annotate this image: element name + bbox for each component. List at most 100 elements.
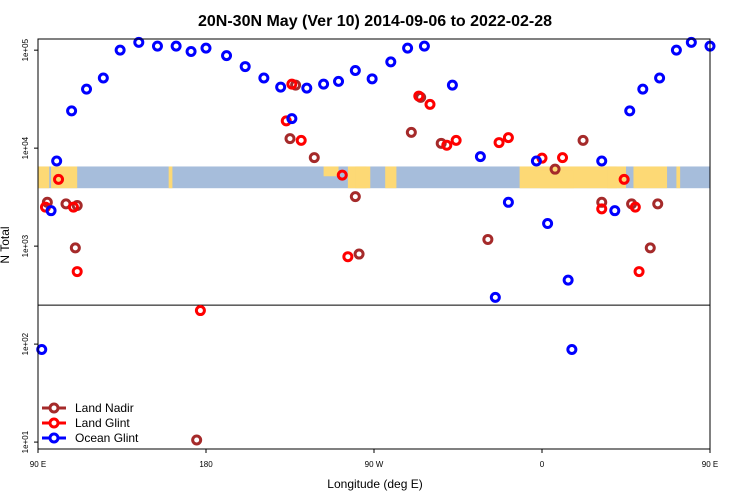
data-point [542, 218, 554, 230]
data-point [670, 44, 682, 56]
data-point [275, 81, 287, 93]
data-point [402, 42, 414, 54]
data-point [170, 40, 182, 52]
data-point [435, 137, 447, 149]
y-axis-label: N Total [0, 226, 12, 263]
data-point [133, 36, 145, 48]
data-point [45, 205, 57, 217]
data-point [502, 132, 514, 144]
x-axis-label: Longitude (deg E) [327, 477, 422, 491]
data-point [502, 196, 514, 208]
data-point [644, 242, 656, 254]
data-point [474, 151, 486, 163]
data-point [194, 305, 206, 317]
map-land [633, 166, 668, 189]
y-tick-label: 1e+02 [21, 332, 30, 355]
legend-marker [48, 432, 60, 444]
data-point [66, 105, 78, 117]
data-point [97, 72, 109, 84]
map-land [607, 166, 626, 189]
legend-label: Land Nadir [75, 401, 134, 415]
data-point [562, 274, 574, 286]
data-point [51, 155, 63, 167]
x-tick-label: 0 [540, 460, 545, 469]
series-ocean-glint [36, 36, 716, 356]
world-map-band [38, 166, 710, 189]
data-point [221, 50, 233, 62]
data-point [67, 201, 79, 213]
data-point [618, 173, 630, 185]
data-point [633, 266, 645, 278]
data-point [286, 78, 298, 90]
data-point [450, 134, 462, 146]
data-point [566, 344, 578, 356]
data-point [482, 233, 494, 245]
data-point [258, 72, 270, 84]
map-land [38, 166, 50, 189]
data-point [685, 36, 697, 48]
y-tick-label: 1e+03 [21, 234, 30, 257]
data-point [530, 155, 542, 167]
data-point [596, 203, 608, 215]
y-tick-label: 1e+05 [21, 38, 30, 61]
data-point [185, 45, 197, 57]
data-point [366, 73, 378, 85]
map-land [168, 166, 173, 189]
map-land [385, 166, 397, 189]
data-point [654, 72, 666, 84]
data-point [191, 434, 203, 446]
x-axis: 90 E 180 90 W 0 90 E [30, 449, 718, 469]
data-point [81, 83, 93, 95]
data-point [413, 90, 425, 102]
series-land-glint [39, 78, 645, 317]
map-land [676, 166, 681, 189]
data-point [71, 266, 83, 278]
data-point [286, 113, 298, 125]
data-point [489, 291, 501, 303]
data-point [295, 134, 307, 146]
data-point [301, 82, 313, 94]
x-tick-label: 90 W [365, 460, 384, 469]
data-point [549, 163, 561, 175]
data-point [385, 56, 397, 68]
data-point [637, 83, 649, 95]
data-point [114, 44, 126, 56]
map-land [323, 166, 339, 177]
data-point [557, 152, 569, 164]
legend-label: Ocean Glint [75, 431, 139, 445]
x-tick-label: 90 E [702, 460, 718, 469]
data-point [69, 242, 81, 254]
data-point [239, 61, 251, 73]
data-point [629, 201, 641, 213]
legend-label: Land Glint [75, 416, 130, 430]
data-point [405, 126, 417, 138]
map-land [355, 166, 371, 189]
legend-marker [48, 417, 60, 429]
data-points [36, 36, 716, 446]
data-point [652, 198, 664, 210]
plot-frame [37, 38, 711, 450]
data-point [151, 40, 163, 52]
map-land [540, 170, 574, 189]
data-point [596, 155, 608, 167]
data-point [446, 79, 458, 91]
data-point [353, 248, 365, 260]
data-point [441, 139, 453, 151]
data-point [349, 191, 361, 203]
data-point [577, 134, 589, 146]
data-point [284, 133, 296, 145]
data-point [318, 78, 330, 90]
legend-marker [48, 402, 60, 414]
y-tick-label: 1e+01 [21, 430, 30, 453]
data-point [624, 105, 636, 117]
chart-title: 20N-30N May (Ver 10) 2014-09-06 to 2022-… [198, 13, 552, 30]
data-point [308, 152, 320, 164]
data-point [493, 137, 505, 149]
data-point [36, 344, 48, 356]
y-axis: 1e+01 1e+02 1e+03 1e+04 1e+05 [21, 38, 38, 453]
data-point [609, 205, 621, 217]
data-point [200, 42, 212, 54]
series-land-nadir [41, 79, 664, 446]
